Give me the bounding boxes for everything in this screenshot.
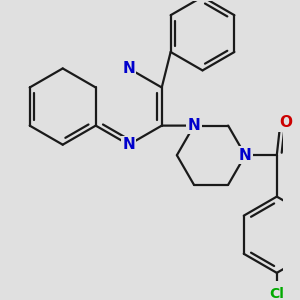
Text: N: N [122, 61, 135, 76]
Text: N: N [188, 118, 200, 133]
Text: N: N [239, 148, 252, 163]
Text: N: N [122, 137, 135, 152]
Text: Cl: Cl [269, 287, 284, 300]
Text: O: O [279, 116, 292, 130]
